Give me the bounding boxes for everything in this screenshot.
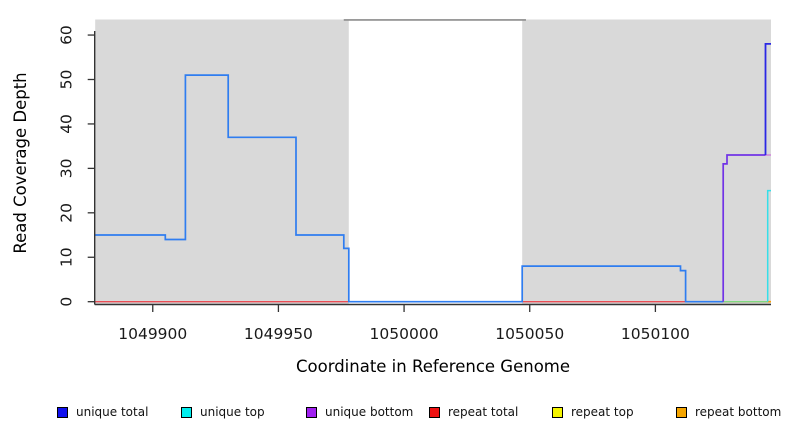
coverage-plot: 1049900 1049950 1050000 1050050 1050100 0 10 20… xyxy=(11,19,771,376)
x-axis-label: Coordinate in Reference Genome xyxy=(296,357,570,376)
y-tick-label: 30 xyxy=(57,159,75,179)
legend-swatch-unique-total xyxy=(57,406,68,418)
legend-item-repeat-top: repeat top xyxy=(552,404,634,420)
y-tick-label: 40 xyxy=(57,114,75,134)
x-tick-label: 1049950 xyxy=(244,325,313,343)
legend-swatch-unique-bottom xyxy=(306,406,317,418)
series-unique-top-right xyxy=(766,189,771,302)
legend-swatch-repeat-total xyxy=(429,406,440,418)
y-tick-label: 20 xyxy=(57,203,75,223)
series-unique-total-main xyxy=(95,74,724,303)
y-axis-label: Read Coverage Depth xyxy=(11,72,30,253)
legend-label-unique-top: unique top xyxy=(200,405,265,419)
legend-item-unique-bottom: unique bottom xyxy=(306,404,413,420)
legend-label-repeat-bottom: repeat bottom xyxy=(695,405,782,419)
legend-swatch-repeat-top xyxy=(552,406,563,418)
y-tick-label: 0 xyxy=(57,297,75,307)
legend-swatch-repeat-bottom xyxy=(676,406,687,418)
series-unique-bottom xyxy=(722,154,766,302)
x-tick-label: 1050050 xyxy=(495,325,564,343)
shaded-region xyxy=(95,19,349,305)
legend-item-unique-total: unique total xyxy=(57,404,148,420)
x-tick-label: 1050000 xyxy=(370,325,439,343)
legend-label-repeat-top: repeat top xyxy=(571,405,634,419)
legend-item-unique-top: unique top xyxy=(181,404,265,420)
legend: unique total unique top unique bottom repea… xyxy=(0,402,792,428)
legend-label-unique-total: unique total xyxy=(76,405,149,419)
series-unique-total-right xyxy=(764,43,771,155)
legend-item-repeat-bottom: repeat bottom xyxy=(676,404,781,420)
legend-label-repeat-total: repeat total xyxy=(448,405,519,419)
x-tick-label: 1049900 xyxy=(118,325,187,343)
legend-label-unique-bottom: unique bottom xyxy=(325,405,414,419)
legend-swatch-unique-top xyxy=(181,406,192,418)
legend-item-repeat-total: repeat total xyxy=(429,404,518,420)
y-tick-label: 50 xyxy=(57,70,75,90)
x-tick-label: 1050100 xyxy=(621,325,690,343)
y-tick-label: 10 xyxy=(57,247,75,267)
y-tick-label: 60 xyxy=(57,25,75,45)
shaded-region xyxy=(522,19,771,305)
